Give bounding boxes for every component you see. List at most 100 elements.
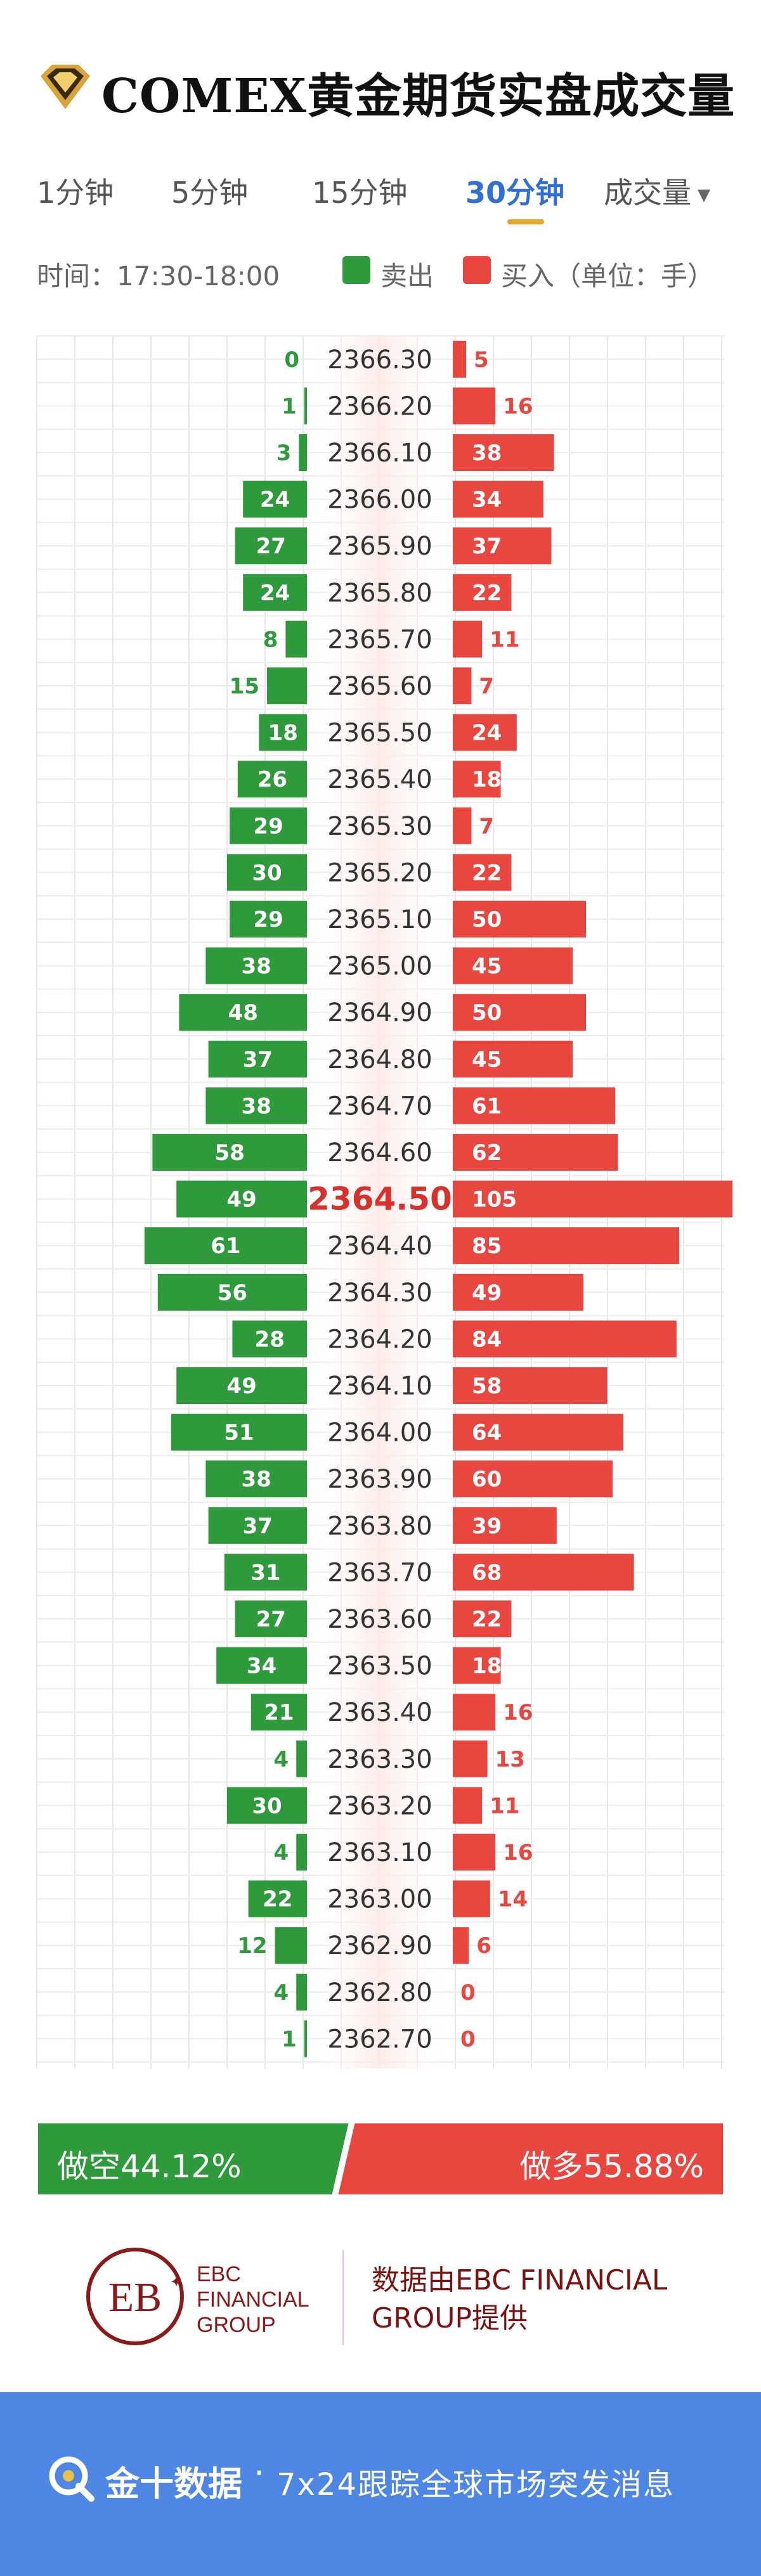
buy-value-label: 24	[472, 721, 502, 746]
sell-value-label: 24	[260, 581, 290, 606]
sell-bar	[171, 1414, 307, 1451]
sell-value-label: 1	[282, 394, 297, 419]
sell-bar	[216, 1647, 307, 1684]
price-tick-label: 2363.80	[327, 1512, 432, 1541]
header: COMEX黄金期货实盘成交量	[0, 0, 761, 152]
buy-bar	[453, 1927, 469, 1964]
sell-bar	[299, 434, 307, 471]
buy-value-label: 60	[472, 1467, 502, 1492]
sell-value-label: 26	[257, 767, 287, 792]
price-tick-label: 2364.90	[327, 998, 432, 1027]
sell-value-label: 31	[250, 1560, 280, 1585]
sell-bar	[205, 1460, 307, 1498]
buy-value-label: 50	[472, 1000, 502, 1026]
buy-value-label: 13	[495, 1747, 525, 1772]
sell-bar	[296, 1834, 307, 1871]
sell-bar	[208, 1040, 307, 1078]
sell-bar	[157, 1273, 307, 1311]
sell-bar	[205, 1087, 307, 1124]
buy-bar	[453, 1787, 483, 1824]
sell-value-label: 18	[268, 721, 298, 746]
price-tick-label: 2365.50	[327, 719, 432, 748]
price-tick-label: 2363.00	[327, 1885, 432, 1914]
buy-bar	[453, 480, 543, 518]
sell-value-label: 29	[253, 907, 283, 932]
buy-bar	[453, 854, 512, 891]
sell-bar	[152, 1134, 307, 1171]
divider	[342, 2250, 344, 2345]
price-tick-label: 2366.30	[327, 345, 432, 375]
buy-value-label: 39	[472, 1514, 502, 1539]
price-tick-label: 2362.80	[327, 1978, 432, 2007]
sell-value-label: 21	[264, 1700, 294, 1725]
buy-bar	[453, 947, 573, 984]
long-ratio-label: 做多55.88%	[519, 2148, 704, 2185]
sell-value-label: 22	[263, 1887, 292, 1912]
price-tick-label: 2366.00	[327, 486, 432, 515]
sell-bar	[208, 1507, 307, 1544]
price-column-band	[308, 336, 452, 2069]
footer-slogan: 7x24跟踪全球市场突发消息	[276, 2467, 675, 2502]
sell-bar	[144, 1227, 308, 1265]
buy-value-label: 37	[472, 534, 502, 559]
buy-bar	[453, 340, 466, 378]
short-ratio-segment	[38, 2123, 349, 2194]
buy-bar	[453, 1414, 623, 1451]
footer-banner: 金十数据 · 7x24跟踪全球市场突发消息	[0, 2392, 761, 2576]
buy-value-label: 45	[472, 1047, 502, 1072]
price-tick-label: 2363.40	[327, 1698, 432, 1727]
ebc-logo-icon: EB ✦	[86, 2248, 184, 2345]
ebc-logo-line2: FINANCIAL	[197, 2288, 309, 2312]
sell-bar	[205, 947, 307, 984]
price-tick-label: 2363.50	[327, 1652, 432, 1681]
buy-bar	[453, 1834, 496, 1871]
price-tick-label: 2364.70	[327, 1092, 432, 1121]
sell-value-label: 4	[274, 1840, 289, 1865]
buy-bar	[453, 1554, 634, 1591]
buy-value-label: 34	[472, 487, 502, 513]
tab-30min[interactable]: 30分钟	[465, 176, 565, 210]
tab-15min[interactable]: 15分钟	[312, 176, 408, 210]
buy-bar	[453, 714, 517, 751]
price-tick-label: 2364.10	[327, 1372, 432, 1401]
buy-value-label: 64	[472, 1420, 502, 1446]
sell-bar	[237, 761, 307, 798]
caret-down-icon: ▼	[698, 185, 710, 205]
buy-bar	[453, 1040, 573, 1078]
buy-value-label: 5	[474, 347, 489, 373]
attribution: EB ✦ EBC FINANCIAL GROUP 数据由EBC FINANCIA…	[0, 2238, 761, 2364]
buy-value-label: 0	[460, 2026, 476, 2052]
sell-bar	[176, 1180, 307, 1218]
tab-5min[interactable]: 5分钟	[171, 176, 249, 210]
price-tick-label: 2364.80	[327, 1045, 432, 1074]
price-tick-label: 2363.20	[327, 1791, 432, 1820]
sell-bar	[224, 1554, 307, 1591]
buy-bar	[453, 1880, 490, 1917]
buy-bar	[453, 1273, 583, 1311]
tab-1min[interactable]: 1分钟	[37, 176, 114, 210]
sell-value-label: 56	[218, 1280, 247, 1306]
svg-text:✦: ✦	[170, 2273, 183, 2291]
volume-dropdown[interactable]: 成交量 ▼	[604, 170, 710, 212]
buy-bar	[453, 807, 472, 844]
buy-bar	[453, 1647, 501, 1684]
sell-bar	[304, 387, 307, 425]
sell-bar	[285, 621, 307, 658]
price-tick-label: 2365.20	[327, 858, 432, 887]
price-tick-label: 2364.60	[327, 1138, 432, 1168]
ratio-bar-graphic	[38, 2123, 723, 2194]
sell-bar	[230, 807, 307, 844]
buy-value-label: 7	[479, 814, 494, 839]
sell-value-label: 38	[242, 954, 271, 979]
price-tick-label: 2364.30	[327, 1278, 432, 1308]
price-tick-label: 2365.00	[327, 952, 432, 981]
buy-legend-label: 买入（单位：手）	[501, 261, 715, 292]
short-ratio-label: 做空44.12%	[57, 2148, 242, 2185]
ebc-logo-name: EBC FINANCIAL GROUP	[197, 2262, 309, 2338]
legend: 时间：17:30-18:00 卖出 买入（单位：手）	[0, 247, 761, 304]
buy-bar	[453, 1460, 613, 1498]
sell-value-label: 61	[211, 1233, 240, 1259]
sell-value-label: 28	[255, 1327, 285, 1352]
active-tab-indicator	[507, 219, 544, 224]
buy-value-label: 7	[479, 674, 494, 699]
